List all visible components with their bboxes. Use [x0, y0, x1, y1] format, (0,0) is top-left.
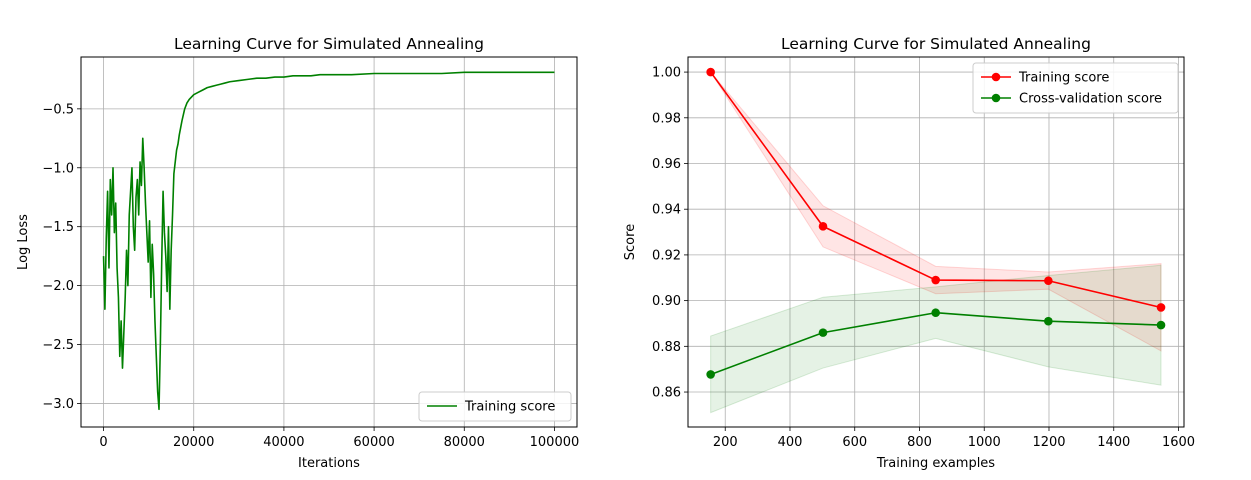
log-loss-chart: 0 20000 40000 60000 80000 100000 −3.0 −2.5 −2.0 −…: [16, 35, 579, 471]
chart-title: Learning Curve for Simulated Annealing: [174, 35, 484, 53]
x-tick-label: 600: [842, 435, 867, 450]
y-tick-label: 1.00: [652, 66, 681, 81]
y-tick-label: −1.5: [42, 220, 74, 235]
y-axis-label: Log Loss: [16, 214, 31, 270]
x-tick-label: 40000: [263, 435, 304, 450]
y-tick-label: 0.90: [652, 294, 681, 309]
x-tick-label: 1600: [1162, 435, 1195, 450]
legend-marker: [991, 72, 1001, 82]
x-tick-label: 80000: [444, 435, 485, 450]
data-point: [931, 308, 940, 318]
series-lines: [102, 71, 555, 411]
plot-frame: [80, 56, 578, 428]
y-tick-label: 0.88: [652, 340, 681, 355]
legend-label: Training score: [1018, 71, 1109, 86]
y-tick-label: 0.92: [652, 248, 681, 263]
y-tick-label: 0.86: [652, 386, 681, 401]
x-tick-label: 200: [713, 435, 738, 450]
x-tick-label: 1400: [1097, 435, 1130, 450]
x-tick-label: 20000: [173, 435, 214, 450]
y-tick-label: −1.0: [42, 161, 74, 176]
confidence-bands: [710, 71, 1162, 414]
gridlines: [81, 57, 577, 427]
y-tick-label: −3.0: [42, 397, 74, 412]
x-tick-label: 1000: [968, 435, 1001, 450]
legend: Training score: [418, 391, 572, 422]
x-tick-label: 60000: [353, 435, 394, 450]
series-line: [102, 71, 555, 411]
data-point: [931, 275, 940, 285]
score-chart: 200 400 600 800 1000 1200 1400 1600 0.86 0.88 0.90…: [623, 35, 1195, 471]
y-tick-label: −0.5: [42, 102, 74, 117]
y-tick-label: 0.98: [652, 111, 681, 126]
x-tick-label: 400: [778, 435, 803, 450]
data-point: [1044, 276, 1053, 286]
y-tick-label: 0.94: [652, 203, 681, 218]
legend-box: [418, 391, 572, 422]
data-point: [818, 222, 828, 231]
data-point: [706, 370, 715, 379]
data-points: [706, 67, 1166, 379]
axis-ticks: 0 20000 40000 60000 80000 100000 −3.0 −2.5 −2.0 −…: [42, 102, 579, 450]
legend-label: Cross-validation score: [1019, 92, 1162, 107]
x-tick-label: 0: [99, 435, 107, 450]
y-axis-label: Score: [623, 224, 638, 260]
axis-ticks: 200 400 600 800 1000 1200 1400 1600 0.86 0.88 0.90…: [652, 66, 1195, 450]
legend-box: [972, 62, 1179, 114]
plot-frame: [687, 56, 1185, 428]
y-tick-label: −2.0: [42, 279, 74, 294]
x-tick-label: 1200: [1032, 435, 1065, 450]
data-point: [1156, 320, 1166, 330]
x-tick-label: 100000: [530, 435, 580, 450]
gridlines: [688, 57, 1184, 427]
x-axis-label: Iterations: [298, 456, 360, 471]
legend-label: Training score: [464, 400, 555, 415]
confidence-band: [710, 264, 1162, 414]
data-point: [1156, 303, 1166, 312]
data-point: [706, 67, 715, 77]
y-tick-label: 0.96: [652, 157, 681, 172]
data-point: [1044, 316, 1053, 326]
data-point: [818, 328, 828, 337]
legend: Training score Cross-validation score: [972, 62, 1179, 114]
x-axis-label: Training examples: [876, 456, 995, 471]
y-tick-label: −2.5: [42, 338, 74, 353]
x-tick-label: 800: [907, 435, 932, 450]
legend-marker: [991, 93, 1001, 103]
chart-title: Learning Curve for Simulated Annealing: [781, 35, 1091, 53]
